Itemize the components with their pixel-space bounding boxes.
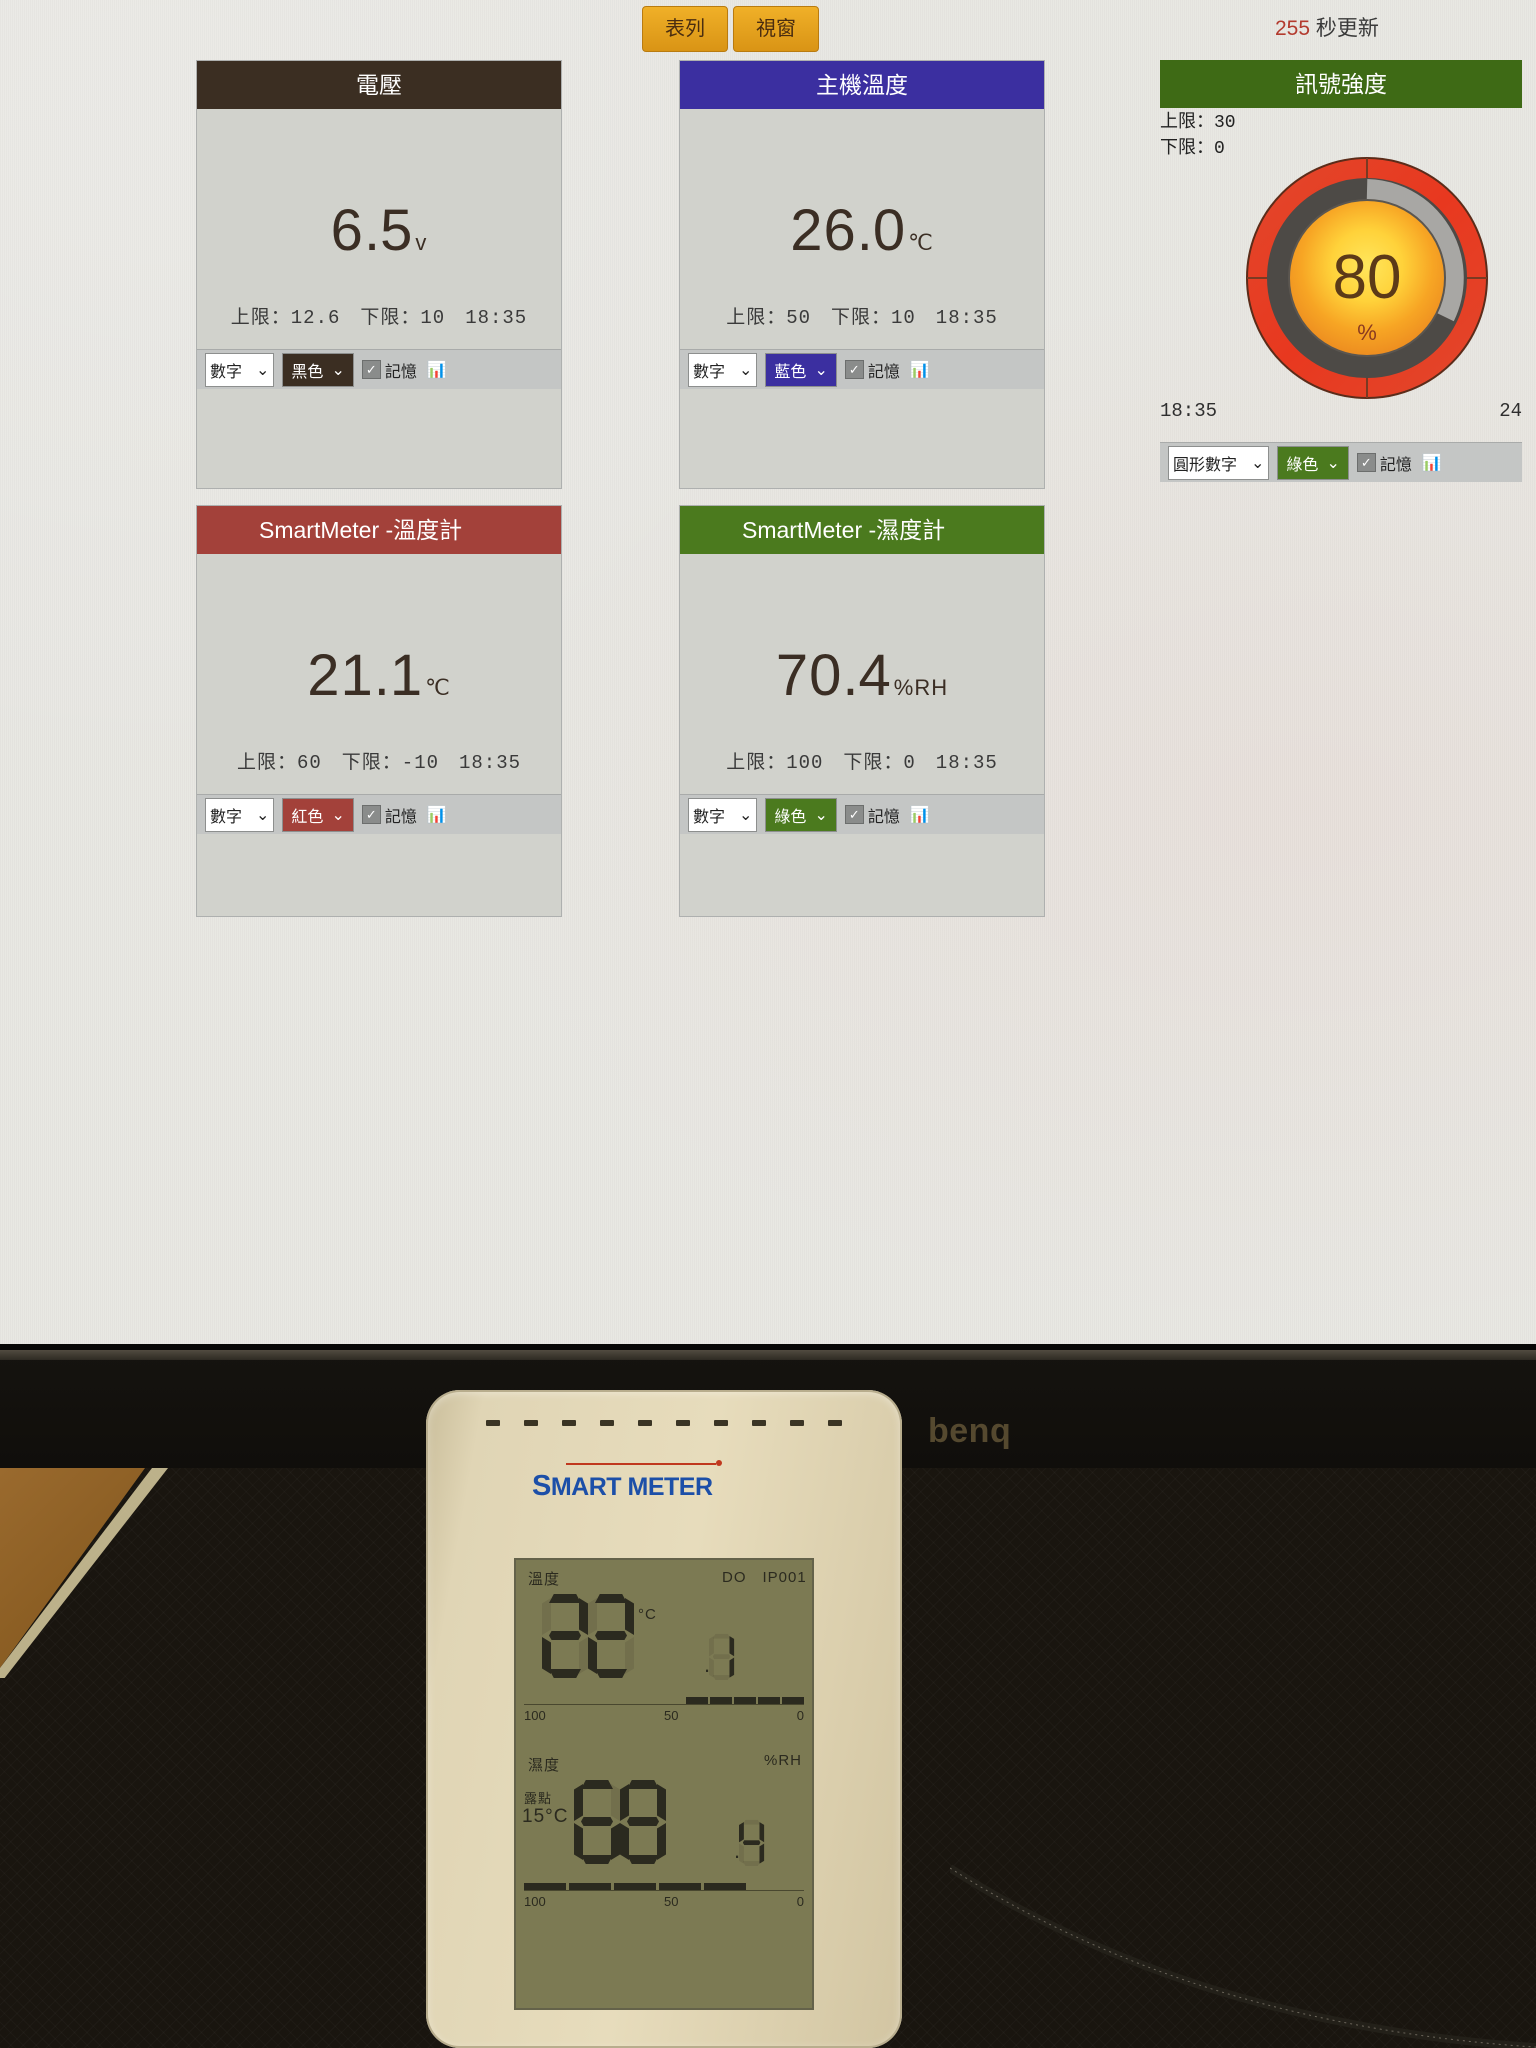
svg-text:80: 80: [1333, 243, 1402, 312]
svg-text:%: %: [1357, 320, 1377, 345]
